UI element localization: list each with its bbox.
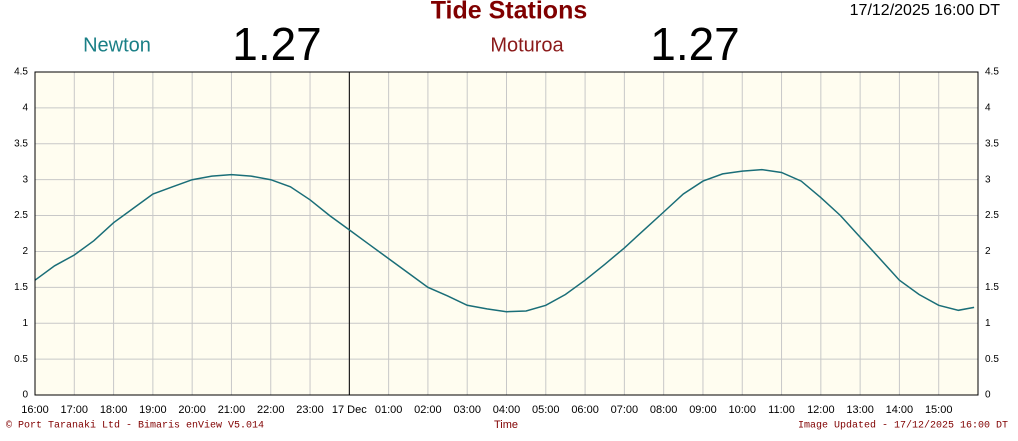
x-tick-label: 18:00	[100, 404, 128, 416]
tide-line	[34, 168, 975, 313]
x-tick-label: 14:00	[886, 404, 914, 416]
y-tick-label: 2	[985, 246, 991, 257]
y-tick-label: 1	[22, 318, 28, 329]
x-tick-label: 11:00	[768, 404, 795, 416]
station-reading: 1.27	[650, 18, 740, 70]
x-tick-label: 09:00	[689, 404, 717, 416]
station-name: Moturoa	[490, 34, 564, 56]
y-tick-label: 3	[22, 174, 28, 185]
y-tick-label: 1.5	[985, 282, 999, 293]
y-tick-label: 4.5	[985, 67, 999, 78]
y-tick-label: 2.5	[14, 210, 28, 221]
x-tick-label: 08:00	[650, 404, 678, 416]
x-tick-label: 01:00	[375, 404, 403, 416]
plot-border	[34, 71, 979, 396]
x-tick-label: 22:00	[257, 404, 285, 416]
y-tick-label: 4	[22, 103, 28, 114]
x-tick-label: 20:00	[178, 404, 206, 416]
station-reading: 1.27	[232, 18, 322, 70]
x-tick-label: 17:00	[61, 404, 89, 416]
x-tick-label: 06:00	[571, 404, 599, 416]
y-tick-label: 1	[985, 318, 991, 329]
footer: © Port Taranaki Ltd - Bimaris enView V5.…	[6, 420, 264, 432]
x-tick-label: 03:00	[453, 404, 481, 416]
chart-title: Tide Stations	[431, 0, 588, 25]
y-tick-label: 1.5	[14, 282, 28, 293]
y-tick-label: 3.5	[985, 138, 999, 149]
y-tick-label: 2.5	[985, 210, 999, 221]
y-tick-label: 3	[985, 174, 991, 185]
x-tick-label: 10:00	[728, 404, 756, 416]
x-tick-label: 15:00	[925, 404, 953, 416]
x-tick-label: 12:00	[807, 404, 835, 416]
x-axis-label: Time	[494, 419, 518, 431]
y-tick-label: 4.5	[14, 67, 28, 78]
timestamp: 17/12/2025 16:00 DT	[850, 2, 1001, 19]
y-tick-label: 3.5	[14, 138, 28, 149]
y-tick-label: 0	[22, 390, 28, 401]
y-tick-label: 0.5	[14, 354, 28, 365]
x-tick-label: 19:00	[139, 404, 167, 416]
x-tick-label: 07:00	[611, 404, 639, 416]
x-tick-label: 17 Dec	[332, 404, 367, 416]
y-tick-label: 0	[985, 390, 991, 401]
x-tick-label: 05:00	[532, 404, 560, 416]
station-name: Newton	[83, 34, 151, 56]
x-tick-label: 16:00	[21, 404, 49, 416]
x-tick-label: 13:00	[846, 404, 874, 416]
y-tick-label: 0.5	[985, 354, 999, 365]
x-tick-label: 02:00	[414, 404, 442, 416]
x-tick-label: 21:00	[218, 404, 246, 416]
x-tick-label: 04:00	[493, 404, 521, 416]
footer: Image Updated - 17/12/2025 16:00 DT	[798, 420, 1008, 432]
y-tick-label: 4	[985, 103, 991, 114]
x-tick-label: 23:00	[296, 404, 324, 416]
y-tick-label: 2	[22, 246, 28, 257]
